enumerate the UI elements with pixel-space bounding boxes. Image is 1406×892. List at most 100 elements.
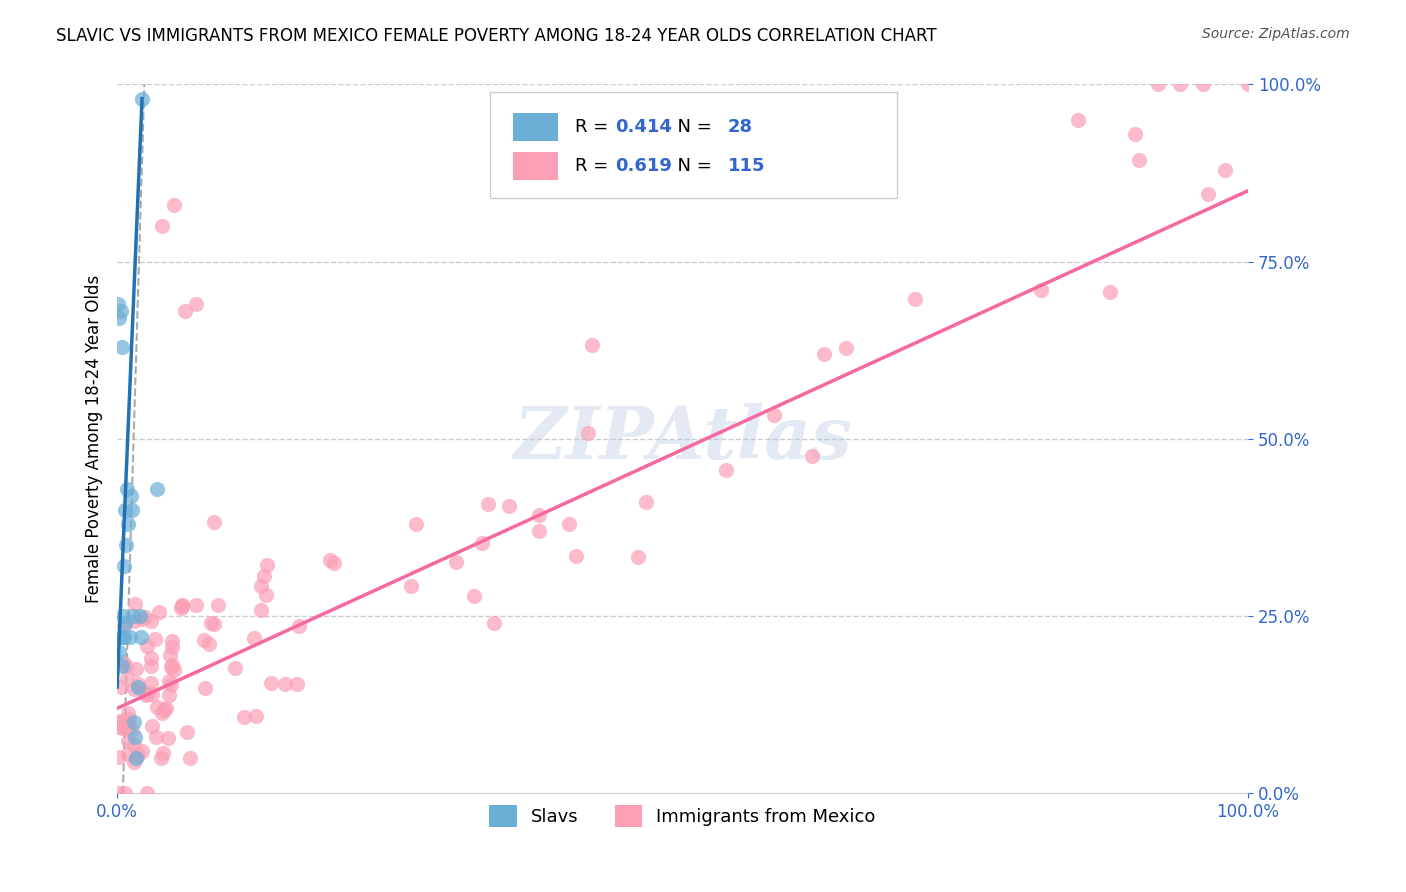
Point <box>250 603 273 617</box>
Point <box>150 706 173 721</box>
Point <box>159 648 181 662</box>
Point <box>122 715 145 730</box>
Text: R =: R = <box>575 157 614 175</box>
Point <box>146 700 169 714</box>
Point <box>148 605 170 619</box>
Point <box>207 598 229 612</box>
Point <box>145 482 167 496</box>
Point <box>117 516 139 531</box>
Point <box>202 617 225 632</box>
Point <box>527 508 550 522</box>
Point <box>110 681 132 695</box>
Point <box>224 661 246 675</box>
Point <box>163 664 186 678</box>
Point <box>399 579 422 593</box>
Point <box>274 676 297 690</box>
Point <box>111 340 134 354</box>
Point <box>124 681 146 696</box>
Point <box>108 750 131 764</box>
Text: SLAVIC VS IMMIGRANTS FROM MEXICO FEMALE POVERTY AMONG 18-24 YEAR OLDS CORRELATIO: SLAVIC VS IMMIGRANTS FROM MEXICO FEMALE … <box>56 27 936 45</box>
Point <box>139 651 162 665</box>
Point <box>131 744 153 758</box>
Point <box>111 721 134 735</box>
Point <box>117 747 139 761</box>
Point <box>112 631 135 645</box>
Text: 28: 28 <box>728 118 754 136</box>
Point <box>471 535 494 549</box>
Point <box>132 684 155 698</box>
Point <box>156 731 179 745</box>
Point <box>194 681 217 695</box>
Point <box>143 632 166 647</box>
Point <box>170 601 193 615</box>
Point <box>157 674 180 689</box>
Point <box>117 671 139 685</box>
Text: 0.414: 0.414 <box>614 118 672 136</box>
Point <box>128 609 150 624</box>
Point <box>110 304 132 318</box>
Point <box>172 598 194 612</box>
Point <box>136 687 159 701</box>
Point <box>1197 186 1219 201</box>
Point <box>904 292 927 306</box>
Text: N =: N = <box>665 118 717 136</box>
Point <box>482 615 505 630</box>
Text: 115: 115 <box>728 157 765 175</box>
Point <box>139 676 162 690</box>
Point <box>176 724 198 739</box>
Point <box>193 633 215 648</box>
Point <box>260 676 283 690</box>
Point <box>634 495 657 509</box>
Point <box>253 569 276 583</box>
Point <box>117 706 139 720</box>
Point <box>477 496 499 510</box>
Point <box>122 615 145 629</box>
Point <box>172 599 194 613</box>
Point <box>108 311 131 326</box>
Point <box>115 659 138 673</box>
Text: R =: R = <box>575 118 614 136</box>
Point <box>118 631 141 645</box>
Point <box>242 632 264 646</box>
Point <box>498 499 520 513</box>
Point <box>115 721 138 735</box>
Point <box>107 786 129 800</box>
Point <box>1146 78 1168 92</box>
Point <box>121 503 143 517</box>
Legend: Slavs, Immigrants from Mexico: Slavs, Immigrants from Mexico <box>482 797 883 834</box>
Point <box>160 678 183 692</box>
Point <box>233 709 256 723</box>
Point <box>564 549 586 564</box>
Point <box>405 516 427 531</box>
Point <box>245 709 267 723</box>
Point <box>714 463 737 477</box>
Point <box>117 717 139 731</box>
Point <box>527 524 550 538</box>
Point <box>131 92 153 106</box>
Point <box>120 489 142 503</box>
Point <box>160 640 183 655</box>
Point <box>108 644 131 658</box>
Point <box>127 677 149 691</box>
Point <box>813 347 835 361</box>
Point <box>160 657 183 672</box>
Point <box>114 616 136 631</box>
Point <box>157 688 180 702</box>
Point <box>285 677 308 691</box>
Point <box>124 730 146 744</box>
Point <box>1123 127 1146 141</box>
Point <box>111 655 134 669</box>
Point <box>581 338 603 352</box>
Point <box>160 660 183 674</box>
Point <box>318 552 340 566</box>
Point <box>576 426 599 441</box>
Point <box>127 748 149 763</box>
Point <box>155 700 177 714</box>
Point <box>124 662 146 676</box>
Point <box>112 618 135 632</box>
Point <box>125 751 148 765</box>
Point <box>254 588 277 602</box>
Point <box>111 658 134 673</box>
Point <box>627 550 650 565</box>
Point <box>135 688 157 702</box>
